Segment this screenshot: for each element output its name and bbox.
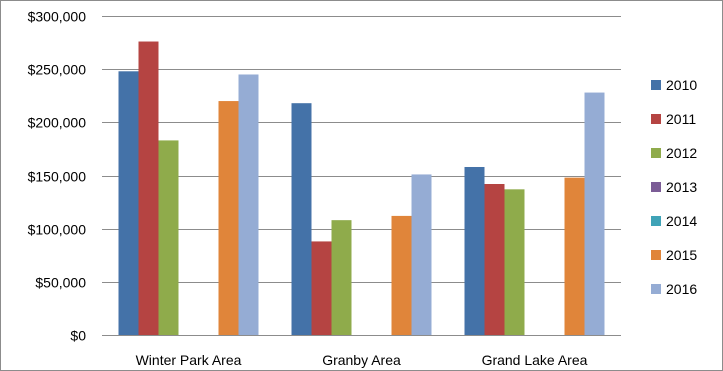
bars bbox=[118, 41, 605, 336]
legend-swatch-2011 bbox=[651, 114, 661, 124]
y-axis-tick-labels: $0 $50,000 $100,000 $150,000 $200,000 $250,00… bbox=[28, 9, 87, 344]
legend-swatch-2013 bbox=[651, 182, 661, 192]
bar-2012 bbox=[158, 140, 179, 335]
legend-label-2014: 2014 bbox=[666, 213, 697, 229]
legend: 2010 2011 2012 2013 2014 2015 2016 bbox=[651, 77, 697, 297]
legend-swatch-2015 bbox=[651, 250, 661, 260]
y-tick-label: $100,000 bbox=[28, 222, 87, 238]
legend-label-2016: 2016 bbox=[666, 281, 697, 297]
y-tick-label: $50,000 bbox=[35, 275, 86, 291]
legend-swatch-2016 bbox=[651, 284, 661, 294]
legend-label-2013: 2013 bbox=[666, 179, 697, 195]
legend-label-2011: 2011 bbox=[666, 111, 696, 127]
legend-label-2012: 2012 bbox=[666, 145, 697, 161]
bar-2015 bbox=[218, 101, 239, 335]
y-tick-label: $200,000 bbox=[28, 115, 87, 131]
bar-2011 bbox=[138, 41, 159, 336]
y-tick-label: $250,000 bbox=[28, 62, 87, 78]
bar-2010 bbox=[118, 71, 139, 335]
legend-label-2015: 2015 bbox=[666, 247, 697, 263]
x-tick-label: Grand Lake Area bbox=[482, 352, 588, 368]
bar-2010 bbox=[291, 103, 312, 336]
legend-swatch-2010 bbox=[651, 80, 661, 90]
bar-2015 bbox=[564, 177, 585, 335]
bar-2016 bbox=[584, 92, 605, 335]
bar-2010 bbox=[464, 166, 485, 335]
bar-2012 bbox=[331, 220, 352, 335]
legend-swatch-2014 bbox=[651, 216, 661, 226]
bar-2016 bbox=[411, 174, 432, 335]
bar-2015 bbox=[391, 215, 412, 335]
x-tick-label: Granby Area bbox=[322, 352, 401, 368]
bar-2011 bbox=[484, 184, 505, 335]
bar-2012 bbox=[504, 189, 525, 335]
x-tick-label: Winter Park Area bbox=[136, 352, 242, 368]
y-tick-label: $0 bbox=[70, 328, 86, 344]
y-tick-label: $150,000 bbox=[28, 169, 87, 185]
bar-2011 bbox=[311, 241, 332, 335]
gridlines bbox=[102, 16, 621, 283]
bar-2016 bbox=[238, 74, 259, 335]
legend-swatch-2012 bbox=[651, 148, 661, 158]
y-tick-label: $300,000 bbox=[28, 9, 87, 25]
legend-label-2010: 2010 bbox=[666, 77, 697, 93]
x-axis-tick-labels: Winter Park Area Granby Area Grand Lake Ar… bbox=[136, 352, 588, 368]
